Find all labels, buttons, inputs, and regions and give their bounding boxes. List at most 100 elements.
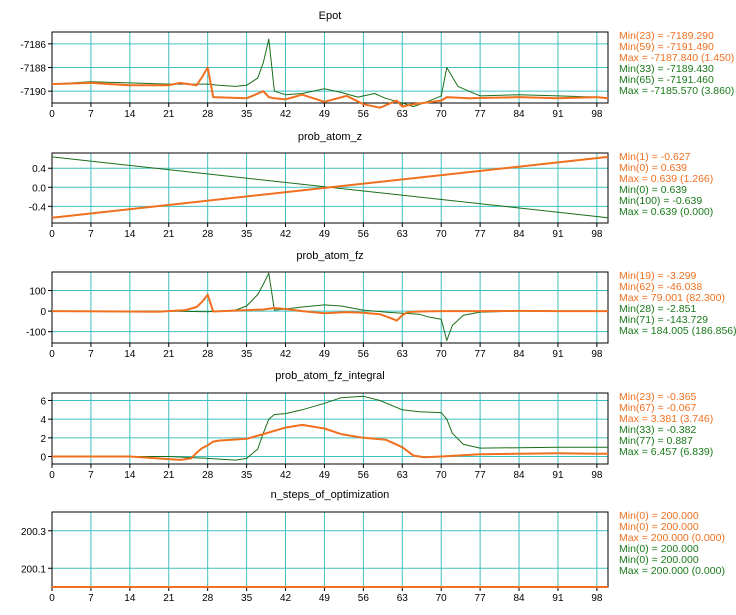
y-tick-label: 0: [40, 453, 46, 464]
legend-entry: Max = 0.639 (0.000): [619, 206, 714, 219]
legend-entry: Max = 79.001 (82.300): [619, 292, 725, 305]
y-tick-label: 0.0: [32, 183, 46, 194]
x-tick-label: 98: [591, 593, 603, 604]
x-tick-label: 84: [513, 470, 525, 481]
x-tick-label: 28: [202, 349, 214, 360]
x-tick-label: 21: [163, 349, 175, 360]
legend-entry: Min(59) = -7191.490: [619, 41, 714, 54]
legend-entry: Min(65) = -7191.460: [619, 74, 714, 87]
x-tick-label: 91: [552, 349, 564, 360]
x-tick-label: 56: [358, 349, 370, 360]
legend-entry: Min(0) = 200.000: [619, 543, 699, 556]
legend-entry: Max = 0.639 (1.266): [619, 173, 714, 186]
y-tick-label: -7190: [20, 87, 46, 98]
plot-frame: [51, 271, 609, 344]
x-tick-label: 84: [513, 109, 525, 120]
x-tick-label: 56: [358, 470, 370, 481]
y-tick-label: 2: [40, 434, 46, 445]
legend-entry: Min(19) = -3.299: [619, 270, 697, 282]
legend-entry: Max = -7185.570 (3.860): [619, 85, 735, 98]
legend-entry: Min(0) = 0.639: [619, 184, 687, 197]
x-tick-label: 21: [163, 109, 175, 120]
x-tick-label: 35: [241, 349, 253, 360]
legend-entry: Min(0) = 200.000: [619, 554, 699, 567]
x-tick-label: 28: [202, 229, 214, 240]
x-tick-label: 84: [513, 349, 525, 360]
x-tick-label: 49: [319, 470, 331, 481]
x-tick-label: 63: [397, 109, 409, 120]
x-tick-label: 49: [319, 229, 331, 240]
x-tick-label: 84: [513, 229, 525, 240]
x-tick-label: 14: [124, 229, 136, 240]
x-tick-label: 35: [241, 109, 253, 120]
y-tick-label: 100: [29, 287, 46, 298]
series-1-line: [51, 155, 609, 219]
legend-entry: Min(33) = -7189.430: [619, 63, 714, 76]
chart-title: Epot: [318, 10, 342, 22]
legend-entry: Min(67) = -0.067: [619, 402, 697, 415]
x-tick-label: 0: [49, 470, 55, 481]
x-tick-label: 28: [202, 593, 214, 604]
legend-entry: Min(100) = -0.639: [619, 195, 703, 208]
series-2-line: [52, 395, 608, 461]
x-tick-label: 35: [241, 470, 253, 481]
x-tick-label: 21: [163, 229, 175, 240]
x-tick-label: 98: [591, 349, 603, 360]
x-tick-label: 77: [475, 349, 487, 360]
legend-entry: Max = 3.381 (3.746): [619, 413, 714, 426]
plot-frame: [51, 152, 609, 224]
x-tick-label: 7: [88, 109, 94, 120]
y-tick-label: -0.4: [29, 202, 47, 213]
chart-legend: Min(23) = -7189.290 Min(59) = -7191.490 Ma…: [619, 30, 735, 98]
chart-legend: Min(1) = -0.627 Min(0) = 0.639 Max = 0.639…: [619, 151, 714, 219]
legend-entry: Max = 184.005 (186.856): [619, 325, 736, 338]
x-tick-label: 0: [49, 593, 55, 604]
legend-entry: Max = 200.000 (0.000): [619, 532, 725, 545]
x-tick-label: 77: [475, 470, 487, 481]
y-tick-label: -100: [26, 328, 46, 339]
x-tick-label: 70: [436, 349, 448, 360]
x-tick-label: 35: [241, 593, 253, 604]
legend-entry: Min(1) = -0.627: [619, 151, 691, 163]
x-tick-label: 84: [513, 593, 525, 604]
x-tick-label: 28: [202, 109, 214, 120]
x-tick-label: 7: [88, 349, 94, 360]
y-tick-label: 0.4: [32, 164, 46, 175]
x-tick-label: 7: [88, 470, 94, 481]
x-tick-label: 49: [319, 593, 331, 604]
x-tick-label: 70: [436, 109, 448, 120]
x-tick-label: 7: [88, 229, 94, 240]
legend-entry: Min(71) = -143.729: [619, 314, 709, 327]
legend-entry: Min(77) = 0.887: [619, 435, 693, 448]
x-tick-label: 70: [436, 470, 448, 481]
y-tick-label: 6: [40, 396, 46, 407]
x-tick-label: 0: [49, 229, 55, 240]
plot-frame: [51, 511, 609, 588]
x-tick-label: 49: [319, 109, 331, 120]
x-tick-label: 63: [397, 349, 409, 360]
x-tick-label: 21: [163, 593, 175, 604]
legend-entry: Min(28) = -2.851: [619, 303, 697, 316]
x-tick-label: 14: [124, 593, 136, 604]
x-tick-label: 42: [280, 109, 292, 120]
x-tick-label: 91: [552, 229, 564, 240]
legend-entry: Max = -7187.840 (1.450): [619, 52, 735, 65]
x-tick-label: 98: [591, 229, 603, 240]
chart-title: n_steps_of_optimization: [270, 489, 390, 501]
legend-entry: Min(23) = -7189.290: [619, 30, 714, 42]
x-tick-label: 35: [241, 229, 253, 240]
legend-entry: Min(0) = 200.000: [619, 521, 699, 534]
x-tick-label: 28: [202, 470, 214, 481]
chart-legend: Min(0) = 200.000 Min(0) = 200.000 Max = 20…: [619, 510, 725, 578]
x-tick-label: 42: [280, 593, 292, 604]
plot-frame: [51, 31, 609, 104]
legend-entry: Max = 200.000 (0.000): [619, 565, 725, 578]
x-tick-label: 63: [397, 229, 409, 240]
x-tick-label: 63: [397, 470, 409, 481]
x-tick-label: 14: [124, 470, 136, 481]
y-tick-label: 0: [40, 307, 46, 318]
